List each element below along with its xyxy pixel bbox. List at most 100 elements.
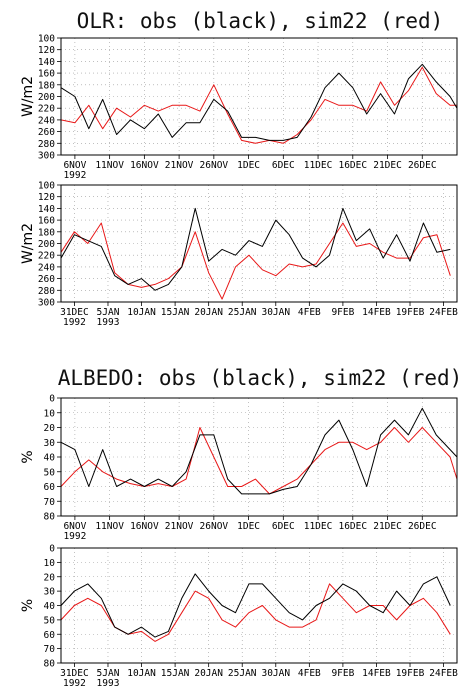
y-tick-label: 70 xyxy=(44,644,56,655)
x-tick-label: 20JAN xyxy=(194,307,223,318)
obs-series-line xyxy=(60,573,451,638)
y-tick-label: 30 xyxy=(44,587,56,598)
y-tick-label: 280 xyxy=(38,286,55,297)
y-tick-label: 100 xyxy=(38,181,55,192)
plot-frame xyxy=(60,397,458,517)
sim-series-line xyxy=(60,427,458,495)
x-tick-label: 6DEC xyxy=(272,160,295,171)
x-tick-label: 11NOV xyxy=(95,160,124,171)
x-tick-label: 6NOV xyxy=(63,160,86,171)
x-tick-label: 21DEC xyxy=(373,521,402,532)
y-tick-label: 200 xyxy=(38,239,55,250)
x-tick-label: 5JAN xyxy=(97,668,120,679)
y-tick-label: 300 xyxy=(38,151,55,162)
y-tick-label: 20 xyxy=(44,572,56,583)
x-tick-label: 31DEC xyxy=(60,668,89,679)
x-tick-label: 20JAN xyxy=(194,668,223,679)
y-tick-label: 200 xyxy=(38,92,55,103)
x-tick-label: 1DEC xyxy=(237,160,260,171)
y-tick-label: 180 xyxy=(38,80,55,91)
x-tick-year-label: 1992 xyxy=(63,317,86,328)
y-tick-label: 220 xyxy=(38,104,55,115)
x-tick-label: 5JAN xyxy=(97,307,120,318)
y-tick-label: 160 xyxy=(38,69,55,80)
obs-series-line xyxy=(60,407,458,495)
x-tick-label: 11NOV xyxy=(95,521,124,532)
y-tick-label: 60 xyxy=(44,630,56,641)
y-tick-label: 260 xyxy=(38,274,55,285)
sim-series-line xyxy=(60,66,457,144)
sim-series-line xyxy=(60,222,451,300)
y-tick-label: 50 xyxy=(44,615,56,626)
olr-panel-jan-feb: 10012014016018020022024026028030031DEC19… xyxy=(20,181,458,329)
y-tick-label: 10 xyxy=(44,408,56,419)
x-tick-label: 21NOV xyxy=(165,521,194,532)
y-tick-label: 240 xyxy=(38,115,55,126)
y-tick-label: 80 xyxy=(44,659,56,670)
x-tick-label: 16NOV xyxy=(130,160,159,171)
y-tick-label: 80 xyxy=(44,512,56,523)
x-tick-label: 4FEB xyxy=(298,307,321,318)
x-tick-year-label: 1992 xyxy=(63,531,86,542)
y-axis-label: W/m2 xyxy=(20,223,36,264)
y-tick-label: 160 xyxy=(38,216,55,227)
y-tick-label: 180 xyxy=(38,227,55,238)
x-tick-label: 26DEC xyxy=(408,521,437,532)
y-tick-label: 0 xyxy=(49,394,55,405)
x-tick-year-label: 1992 xyxy=(63,170,86,181)
x-tick-label: 14FEB xyxy=(362,307,391,318)
x-tick-label: 25JAN xyxy=(228,307,257,318)
x-tick-year-label: 1993 xyxy=(97,678,120,689)
y-tick-label: 120 xyxy=(38,45,55,56)
y-tick-label: 70 xyxy=(44,497,56,508)
x-tick-label: 26DEC xyxy=(408,160,437,171)
x-tick-year-label: 1993 xyxy=(97,317,120,328)
olr-title: OLR: obs (black), sim22 (red) xyxy=(77,9,444,33)
x-tick-label: 11DEC xyxy=(304,160,333,171)
y-tick-label: 30 xyxy=(44,438,56,449)
x-tick-label: 21NOV xyxy=(165,160,194,171)
x-tick-label: 4FEB xyxy=(298,668,321,679)
y-tick-label: 0 xyxy=(49,544,55,555)
albedo-title: ALBEDO: obs (black), sim22 (red) xyxy=(58,366,463,390)
x-tick-label: 16DEC xyxy=(338,521,367,532)
y-tick-label: 60 xyxy=(44,482,56,493)
x-tick-label: 15JAN xyxy=(161,307,190,318)
y-tick-label: 260 xyxy=(38,127,55,138)
x-tick-label: 9FEB xyxy=(331,668,354,679)
x-tick-label: 15JAN xyxy=(161,668,190,679)
x-tick-label: 26NOV xyxy=(200,160,229,171)
y-tick-label: 140 xyxy=(38,204,55,215)
x-tick-label: 30JAN xyxy=(261,668,290,679)
x-tick-label: 9FEB xyxy=(331,307,354,318)
y-tick-label: 140 xyxy=(38,57,55,68)
plot-frame xyxy=(60,547,458,664)
x-tick-label: 24FEB xyxy=(429,668,458,679)
x-tick-label: 16NOV xyxy=(130,521,159,532)
y-tick-label: 120 xyxy=(38,192,55,203)
x-tick-label: 24FEB xyxy=(429,307,458,318)
x-tick-label: 6DEC xyxy=(272,521,295,532)
y-axis-label: % xyxy=(20,599,36,612)
y-tick-label: 40 xyxy=(44,453,56,464)
y-tick-label: 300 xyxy=(38,298,55,309)
plot-frame xyxy=(60,184,458,303)
x-tick-label: 25JAN xyxy=(228,668,257,679)
y-tick-label: 100 xyxy=(38,34,55,45)
y-tick-label: 10 xyxy=(44,558,56,569)
x-tick-label: 6NOV xyxy=(63,521,86,532)
x-tick-label: 21DEC xyxy=(373,160,402,171)
sim-series-line xyxy=(60,583,451,642)
y-tick-label: 50 xyxy=(44,467,56,478)
y-tick-label: 280 xyxy=(38,139,55,150)
x-tick-label: 16DEC xyxy=(338,160,367,171)
x-tick-label: 10JAN xyxy=(127,307,156,318)
x-tick-label: 14FEB xyxy=(362,668,391,679)
x-tick-label: 19FEB xyxy=(396,307,425,318)
y-axis-label: W/m2 xyxy=(20,76,36,117)
x-tick-label: 31DEC xyxy=(60,307,89,318)
y-tick-label: 20 xyxy=(44,423,56,434)
